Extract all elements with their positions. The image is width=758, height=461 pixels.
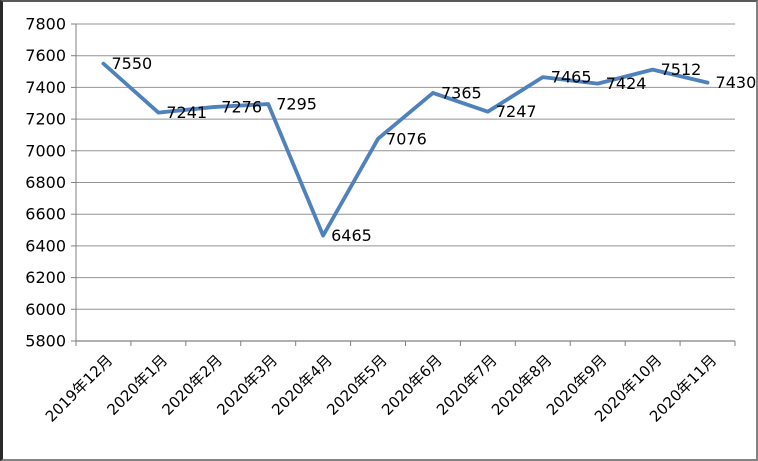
y-axis-label: 7000: [25, 141, 66, 160]
y-axis-label: 6800: [25, 173, 66, 192]
data-label: 7365: [441, 83, 482, 102]
data-label: 7276: [221, 98, 262, 117]
data-series-line: [101, 61, 710, 238]
y-axis-label: 7800: [25, 15, 66, 34]
data-label: 7247: [496, 102, 537, 121]
line-chart: 5800 6000 6200 6400 6600 6800 7000 7200 7400 7600…: [25, 15, 757, 426]
data-label: 7076: [386, 129, 427, 148]
data-label: 7295: [276, 95, 317, 114]
data-label: 6465: [331, 226, 372, 245]
y-axis-label: 5800: [25, 332, 66, 351]
data-label: 7465: [551, 68, 592, 87]
x-axis-label: 2019年12月: [42, 351, 116, 425]
y-axis-label: 6600: [25, 205, 66, 224]
y-axis-label: 7600: [25, 46, 66, 65]
y-axis-label: 7200: [25, 110, 66, 129]
y-axis-label: 7400: [25, 78, 66, 97]
data-label: 7512: [661, 60, 702, 79]
y-axis-label: 6200: [25, 268, 66, 287]
y-axis-label: 6000: [25, 300, 66, 319]
data-label: 7430: [716, 73, 757, 92]
data-label: 7550: [111, 54, 152, 73]
data-label: 7424: [606, 74, 647, 93]
data-label: 7241: [166, 103, 207, 122]
y-axis-label: 6400: [25, 236, 66, 255]
